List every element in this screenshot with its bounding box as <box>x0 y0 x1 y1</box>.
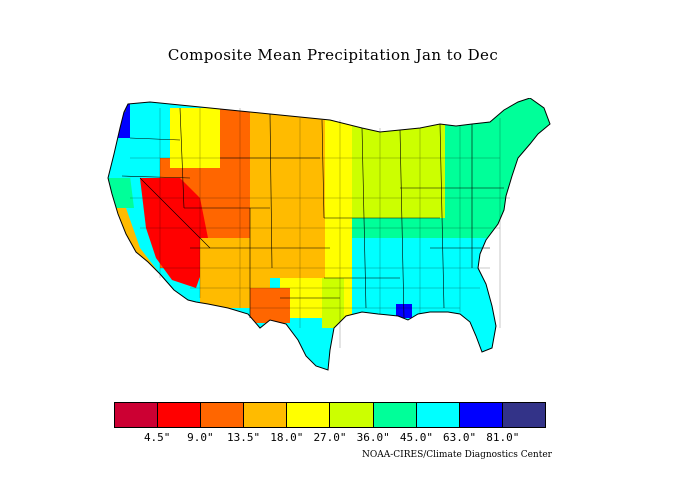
legend-label: 45.0" <box>399 431 433 444</box>
legend-swatch-4 <box>244 403 288 427</box>
legend-swatch-5 <box>287 403 331 427</box>
legend-swatch-8 <box>416 403 460 427</box>
legend-label: 18.0" <box>270 431 304 444</box>
legend-labels: 4.5" 9.0" 13.5" 18.0" 27.0" 36.0" 45.0" 63.0" 81… <box>114 431 546 445</box>
source-credit: NOAA-CIRES/Climate Diagnostics Center <box>362 450 552 460</box>
legend-swatch-9 <box>459 403 503 427</box>
map-title: Composite Mean Precipitation Jan to Dec <box>167 46 499 64</box>
legend-label: 9.0" <box>187 431 214 444</box>
legend-swatch-3 <box>201 403 245 427</box>
county-borders <box>130 108 510 348</box>
legend-label: 13.5" <box>227 431 261 444</box>
legend-swatch-6 <box>330 403 374 427</box>
legend-label: 4.5" <box>143 431 171 444</box>
legend-label: 81.0" <box>486 431 520 444</box>
legend-color-bar <box>114 402 546 428</box>
legend-swatch-7 <box>373 403 417 427</box>
legend-label: 27.0" <box>313 431 347 444</box>
precipitation-fill <box>108 98 550 370</box>
legend-label: 63.0" <box>443 431 477 444</box>
legend-label: 36.0" <box>356 431 390 444</box>
precipitation-map <box>100 98 560 373</box>
legend-swatch-10 <box>502 403 545 427</box>
state-borders <box>107 98 551 371</box>
legend-swatch-1 <box>115 403 159 427</box>
us-map-svg <box>107 98 551 371</box>
legend-swatch-2 <box>158 403 202 427</box>
